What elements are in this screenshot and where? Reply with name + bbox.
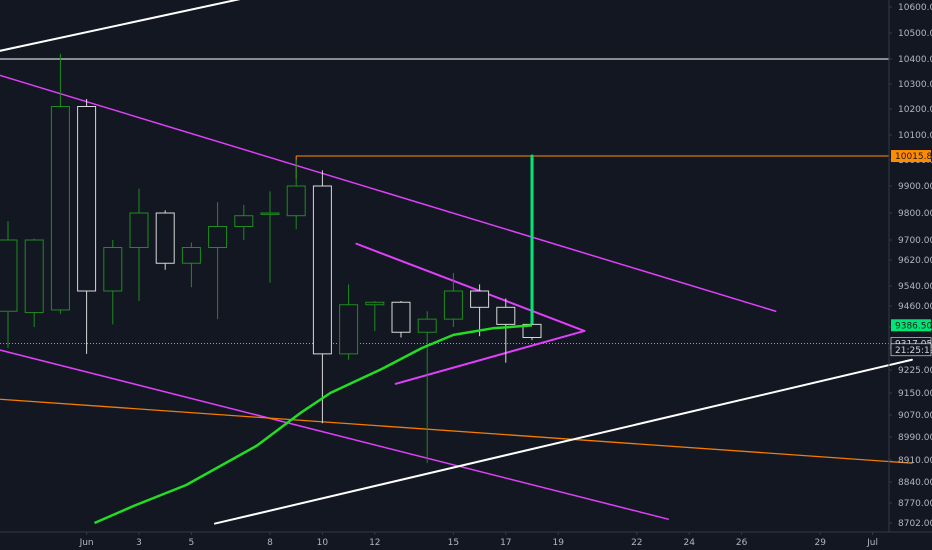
price-tick-label: 9540.00 <box>898 282 932 292</box>
date-tick-label: 29 <box>814 538 826 548</box>
price-tick-label: 9225.00 <box>898 366 932 376</box>
price-tick-label: 10600.00 <box>898 3 932 13</box>
trendline-6[interactable] <box>213 358 913 525</box>
candle-body-17 <box>443 290 463 320</box>
price-badge-label: 9386.50 <box>895 321 932 331</box>
price-tick-label: 9460.00 <box>898 302 932 312</box>
candle-body-19 <box>496 306 516 325</box>
candle-body-5 <box>129 212 149 248</box>
date-tick-label: 5 <box>189 538 195 548</box>
price-tick-label: 9800.00 <box>898 209 932 219</box>
price-tick-label: 8702.00 <box>898 519 932 529</box>
price-tick-label: 10300.00 <box>898 80 932 90</box>
candle-body-18 <box>470 290 490 308</box>
price-badge-label: 21:25:11 <box>895 346 932 356</box>
candle-body-16 <box>417 318 437 333</box>
price-tick-label: 9070.00 <box>898 411 932 421</box>
trendline-4[interactable] <box>0 396 913 464</box>
candle-body-12 <box>312 185 332 355</box>
candle-body-7 <box>181 247 201 264</box>
date-tick-label: 15 <box>448 538 459 548</box>
price-badge-0 <box>891 150 931 163</box>
trendline-1[interactable] <box>0 339 669 520</box>
candle-body-14 <box>365 301 385 306</box>
trendline-2[interactable] <box>355 242 586 332</box>
price-tick-label: 8840.00 <box>898 478 932 488</box>
candles-layer <box>0 53 542 464</box>
candle-body-0 <box>0 239 18 312</box>
price-tick-label: 9700.00 <box>898 236 932 246</box>
date-tick-label: 12 <box>369 538 380 548</box>
candle-body-11 <box>286 185 306 217</box>
candle-body-3 <box>77 106 97 292</box>
date-tick-label: 8 <box>267 538 273 548</box>
price-tick-label: 8910.00 <box>898 456 932 466</box>
price-tick-label: 8990.00 <box>898 433 932 443</box>
candle-body-4 <box>103 247 123 292</box>
date-tick-label: 17 <box>500 538 511 548</box>
date-tick-label: 3 <box>136 538 142 548</box>
candle-body-13 <box>339 304 359 355</box>
price-badge-label: 10015.83 <box>895 152 932 162</box>
candle-body-1 <box>24 239 44 314</box>
price-tick-label: 8770.00 <box>898 499 932 509</box>
price-tick-label: 10500.00 <box>898 29 932 39</box>
candle-body-6 <box>155 212 175 264</box>
moving-average-layer <box>94 324 533 525</box>
price-tick-label: 9150.00 <box>898 389 932 399</box>
candle-body-9 <box>234 215 254 227</box>
trendline-0[interactable] <box>0 60 777 312</box>
date-tick-label: Jul <box>866 538 878 548</box>
candle-body-20 <box>522 323 542 338</box>
candle-body-15 <box>391 301 411 333</box>
price-badge-3 <box>890 343 932 357</box>
price-tick-label: 9620.00 <box>898 256 932 266</box>
trendline-5[interactable] <box>0 0 372 62</box>
price-tick-label: 10100.00 <box>898 131 932 141</box>
price-badge-1 <box>891 319 931 332</box>
date-tick-label: 22 <box>631 538 642 548</box>
date-tick-label: Jun <box>79 538 94 548</box>
date-tick-label: 19 <box>552 538 564 548</box>
candle-body-8 <box>208 226 228 248</box>
candle-body-10 <box>260 212 280 215</box>
price-tick-label: 9900.00 <box>898 182 932 192</box>
price-tick-label: 10400.00 <box>898 55 932 65</box>
moving-average-line[interactable] <box>94 324 533 525</box>
date-tick-label: 24 <box>683 538 695 548</box>
price-tick-label: 10200.00 <box>898 105 932 115</box>
candle-body-2 <box>50 106 70 311</box>
date-tick-label: 26 <box>736 538 748 548</box>
date-tick-label: 10 <box>317 538 329 548</box>
